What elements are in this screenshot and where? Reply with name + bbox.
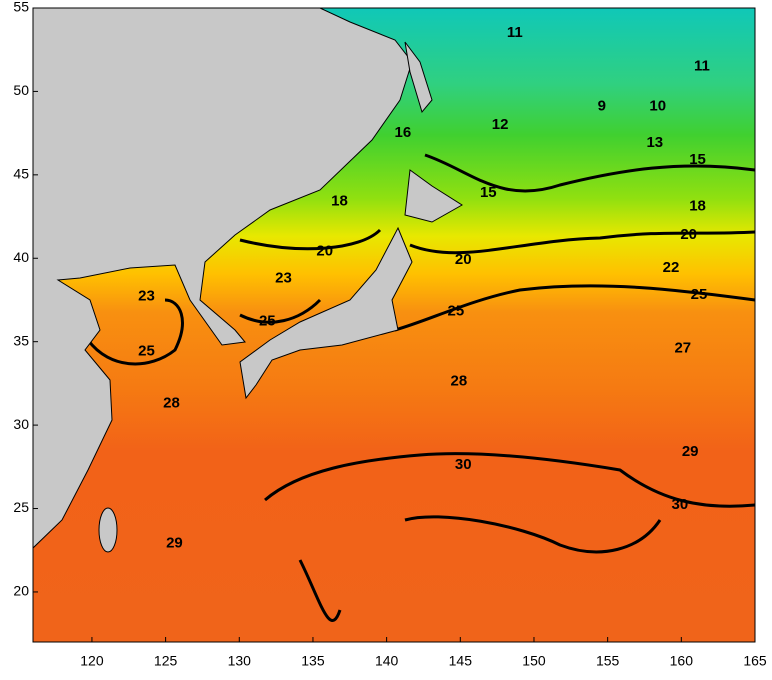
contour-label: 15 — [689, 151, 706, 168]
contour-label: 11 — [507, 24, 523, 41]
y-tick-label: 20 — [13, 583, 29, 599]
contour-label: 25 — [138, 343, 155, 360]
contour-label: 16 — [394, 124, 411, 141]
isotherm-15 — [424, 153, 755, 193]
land — [33, 8, 463, 553]
frame — [32, 7, 756, 643]
x-tick-label: 165 — [743, 653, 767, 669]
x-tick-label: 150 — [522, 653, 546, 669]
contour-label: 9 — [598, 97, 606, 114]
contour-label: 23 — [275, 269, 292, 286]
isotherm-30 — [264, 452, 755, 622]
y-tick-label: 55 — [13, 0, 29, 15]
contour-label: 10 — [649, 97, 666, 114]
contour-label: 12 — [492, 116, 509, 133]
contour-label: 23 — [138, 288, 155, 305]
sakhalin — [404, 41, 433, 114]
contour-label: 18 — [331, 193, 348, 210]
contour-label: 25 — [259, 313, 276, 330]
contour-label: 22 — [663, 259, 680, 276]
x-tick-label: 120 — [80, 653, 104, 669]
contour-label: 27 — [674, 339, 691, 356]
y-tick-label: 35 — [13, 332, 29, 348]
y-tick-label: 25 — [13, 499, 29, 515]
isotherm-25 — [86, 284, 755, 366]
hokkaido — [404, 169, 463, 223]
x-tick-label: 140 — [375, 653, 399, 669]
x-tick-label: 160 — [670, 653, 694, 669]
x-tick-label: 125 — [154, 653, 178, 669]
y-tick-label: 45 — [13, 166, 29, 182]
asia — [33, 8, 413, 549]
contour-label: 29 — [166, 535, 183, 552]
contour-label: 28 — [450, 373, 467, 390]
honshu — [239, 226, 413, 400]
y-tick-label: 30 — [13, 416, 29, 432]
contour-label: 20 — [316, 243, 333, 260]
isotherms — [86, 153, 755, 622]
contour-label: 20 — [680, 226, 697, 243]
plot-area — [33, 8, 755, 642]
contour-label: 18 — [689, 198, 706, 215]
contour-label: 25 — [691, 286, 708, 303]
contour-label: 11 — [694, 57, 710, 74]
contour-label: 13 — [646, 134, 663, 151]
contour-label: 28 — [163, 394, 180, 411]
x-tick-label: 130 — [228, 653, 252, 669]
y-tick-label: 50 — [13, 82, 29, 98]
x-tick-label: 155 — [596, 653, 620, 669]
x-tick-label: 145 — [449, 653, 473, 669]
x-tick-label: 135 — [301, 653, 325, 669]
y-tick-label: 40 — [13, 249, 29, 265]
taiwan — [98, 507, 118, 553]
contour-label: 15 — [480, 184, 497, 201]
contour-label: 29 — [682, 443, 699, 460]
contour-label: 30 — [672, 496, 689, 513]
contour-label: 20 — [455, 251, 472, 268]
contour-label: 25 — [448, 303, 465, 320]
isotherm-20 — [239, 228, 755, 255]
contour-label: 30 — [455, 456, 472, 473]
